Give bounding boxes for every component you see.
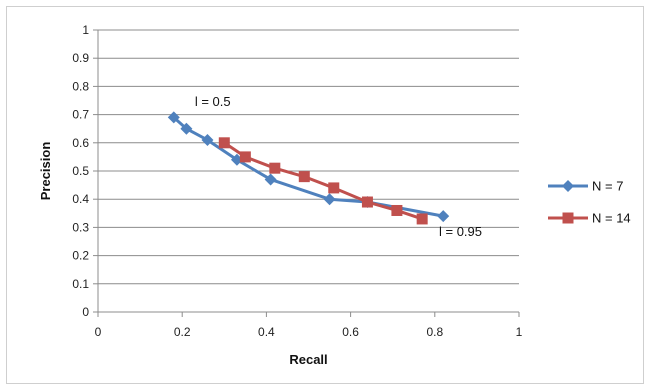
x-tick-label: 0.4 xyxy=(258,325,275,339)
data-point xyxy=(323,193,336,206)
chart-frame xyxy=(6,6,644,384)
data-point xyxy=(416,213,428,225)
data-point xyxy=(328,182,340,194)
annotation-label: l = 0.5 xyxy=(195,94,231,109)
y-tick-label: 0.1 xyxy=(72,277,89,291)
x-tick-label: 0.6 xyxy=(342,325,359,339)
axes xyxy=(93,29,520,317)
legend-marker xyxy=(562,212,574,224)
y-tick-label: 0 xyxy=(82,305,89,319)
data-point xyxy=(180,122,193,135)
data-series xyxy=(167,111,450,225)
data-point xyxy=(218,137,230,149)
data-point xyxy=(167,111,180,124)
x-tick-labels: 0 0.2 0.4 0.6 0.8 1 xyxy=(95,325,523,339)
annotation-label: l = 0.95 xyxy=(439,224,482,239)
legend-entry: N = 14 xyxy=(548,211,631,226)
x-tick-label: 0 xyxy=(95,325,102,339)
data-point xyxy=(361,196,373,208)
annotations: l = 0.5 l = 0.95 xyxy=(195,94,482,239)
y-tick-label: 0.8 xyxy=(72,79,89,93)
y-tick-label: 0.2 xyxy=(72,249,89,263)
y-axis-title: Precision xyxy=(38,142,53,201)
series-line xyxy=(172,116,444,218)
x-tick-label: 0.2 xyxy=(174,325,191,339)
data-point xyxy=(437,210,450,223)
data-point xyxy=(201,133,214,146)
series-2 xyxy=(218,137,428,225)
data-point xyxy=(269,162,281,174)
y-tick-label: 1 xyxy=(82,23,89,37)
y-tick-label: 0.5 xyxy=(72,164,89,178)
y-tick-label: 0.6 xyxy=(72,136,89,150)
y-tick-label: 0.9 xyxy=(72,51,89,65)
legend-label: N = 14 xyxy=(592,211,631,226)
legend-marker xyxy=(562,180,574,192)
grid-lines xyxy=(98,29,519,285)
y-tick-label: 0.3 xyxy=(72,220,89,234)
legend-label: N = 7 xyxy=(592,179,623,194)
legend-entry: N = 7 xyxy=(548,179,623,194)
y-tick-labels: 0 0.1 0.2 0.3 0.4 0.5 0.6 0.7 0.8 0.9 1 xyxy=(72,23,89,319)
y-tick-label: 0.4 xyxy=(72,192,89,206)
data-point xyxy=(264,173,277,186)
x-tick-label: 1 xyxy=(516,325,523,339)
data-point xyxy=(391,204,403,216)
data-point xyxy=(298,171,310,183)
series-1 xyxy=(167,111,450,223)
legend: N = 7 N = 14 xyxy=(548,179,631,226)
data-point xyxy=(239,151,251,163)
x-tick-label: 0.8 xyxy=(426,325,443,339)
x-axis-title: Recall xyxy=(289,352,327,367)
y-tick-label: 0.7 xyxy=(72,108,89,122)
